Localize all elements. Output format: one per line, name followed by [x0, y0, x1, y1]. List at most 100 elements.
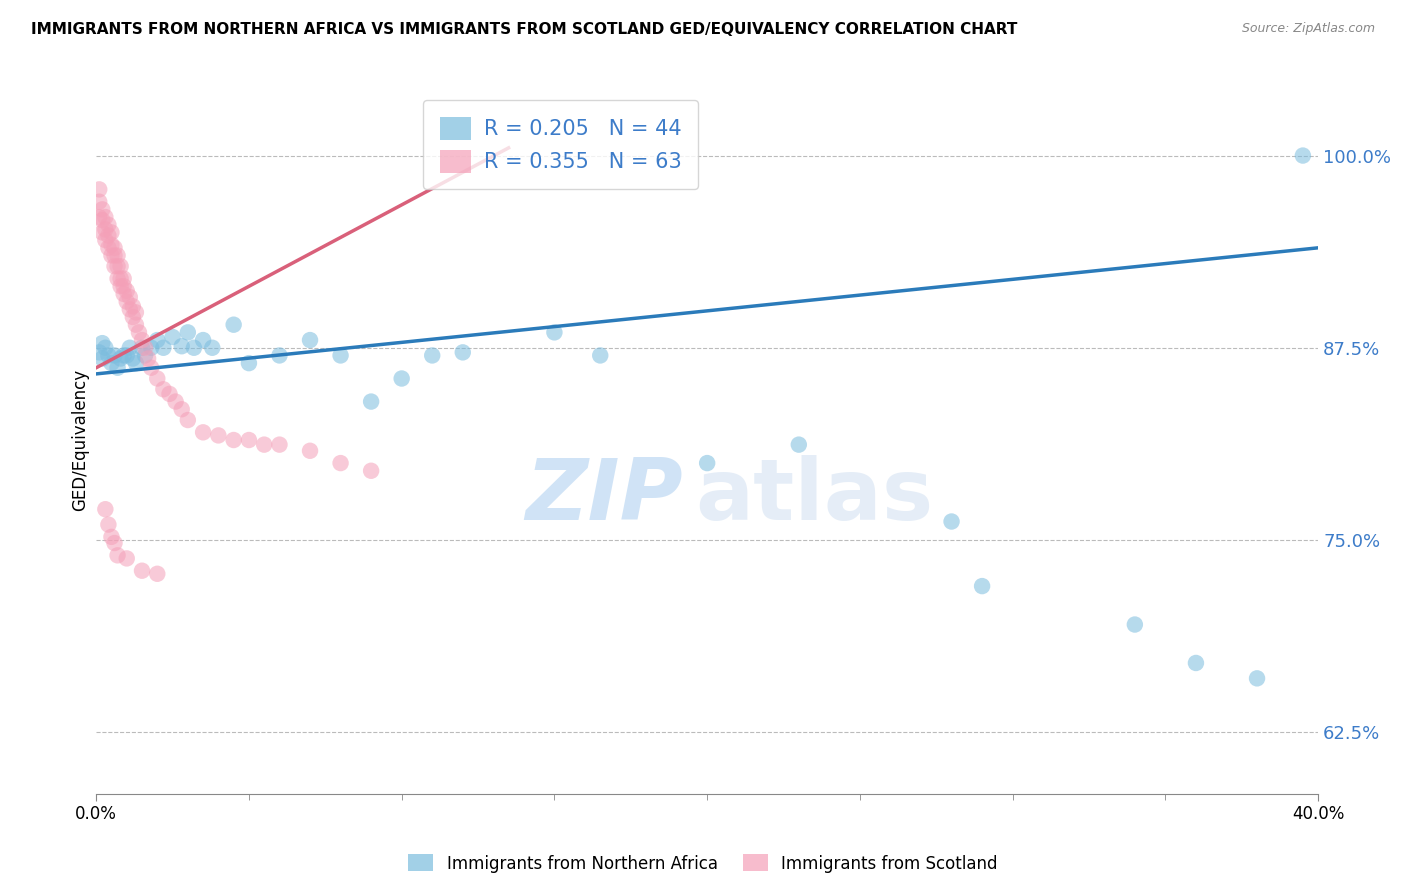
Point: [162, 330, 184, 344]
Legend: R = 0.205   N = 44, R = 0.355   N = 63: R = 0.205 N = 44, R = 0.355 N = 63: [423, 100, 697, 189]
Point: [134, 348, 156, 362]
Point: [112, 348, 135, 362]
Point: [103, 241, 125, 255]
Point: [222, 433, 245, 447]
Point: [329, 456, 352, 470]
Point: [207, 428, 229, 442]
Point: [110, 351, 132, 366]
Point: [89, 194, 111, 209]
Point: [125, 305, 148, 319]
Point: [183, 341, 205, 355]
Point: [941, 515, 963, 529]
Point: [121, 299, 143, 313]
Point: [269, 348, 291, 362]
Legend: Immigrants from Northern Africa, Immigrants from Scotland: Immigrants from Northern Africa, Immigra…: [402, 847, 1004, 880]
Point: [238, 356, 260, 370]
Point: [191, 425, 214, 440]
Point: [112, 279, 135, 293]
Point: [134, 341, 156, 355]
Point: [543, 326, 565, 340]
Text: atlas: atlas: [695, 455, 934, 538]
Y-axis label: GED/Equivalency: GED/Equivalency: [72, 369, 89, 511]
Point: [94, 210, 117, 224]
Point: [451, 345, 474, 359]
Point: [972, 579, 994, 593]
Point: [110, 271, 132, 285]
Point: [1123, 617, 1146, 632]
Point: [589, 348, 612, 362]
Point: [159, 387, 181, 401]
Point: [121, 351, 143, 366]
Point: [146, 566, 169, 581]
Point: [360, 394, 382, 409]
Point: [97, 228, 120, 243]
Point: [94, 341, 117, 355]
Point: [1292, 148, 1315, 162]
Point: [141, 341, 163, 355]
Point: [1246, 671, 1268, 685]
Point: [146, 333, 169, 347]
Point: [165, 394, 187, 409]
Point: [131, 333, 153, 347]
Point: [107, 260, 129, 274]
Point: [115, 348, 138, 362]
Point: [125, 356, 148, 370]
Point: [146, 371, 169, 385]
Point: [152, 341, 174, 355]
Point: [177, 326, 200, 340]
Point: [115, 294, 138, 309]
Point: [112, 287, 135, 301]
Point: [91, 351, 114, 366]
Point: [115, 284, 138, 298]
Point: [97, 241, 120, 255]
Point: [100, 237, 122, 252]
Text: ZIP: ZIP: [524, 455, 683, 538]
Point: [269, 437, 291, 451]
Point: [118, 302, 141, 317]
Point: [177, 413, 200, 427]
Point: [152, 382, 174, 396]
Point: [97, 348, 120, 362]
Point: [391, 371, 413, 385]
Point: [110, 260, 132, 274]
Point: [94, 222, 117, 236]
Point: [107, 549, 129, 563]
Point: [97, 218, 120, 232]
Point: [103, 348, 125, 362]
Point: [170, 402, 193, 417]
Point: [115, 551, 138, 566]
Point: [91, 336, 114, 351]
Point: [125, 318, 148, 332]
Point: [238, 433, 260, 447]
Point: [136, 351, 159, 366]
Point: [131, 564, 153, 578]
Point: [97, 517, 120, 532]
Point: [100, 226, 122, 240]
Point: [103, 260, 125, 274]
Point: [201, 341, 224, 355]
Point: [299, 443, 322, 458]
Point: [787, 437, 810, 451]
Point: [100, 530, 122, 544]
Point: [112, 271, 135, 285]
Point: [191, 333, 214, 347]
Point: [299, 333, 322, 347]
Text: Source: ZipAtlas.com: Source: ZipAtlas.com: [1241, 22, 1375, 36]
Point: [89, 210, 111, 224]
Point: [103, 248, 125, 262]
Point: [360, 464, 382, 478]
Point: [100, 356, 122, 370]
Point: [107, 271, 129, 285]
Point: [128, 326, 150, 340]
Point: [222, 318, 245, 332]
Point: [100, 248, 122, 262]
Point: [118, 341, 141, 355]
Point: [121, 310, 143, 324]
Point: [91, 202, 114, 217]
Point: [94, 502, 117, 516]
Point: [103, 536, 125, 550]
Point: [696, 456, 718, 470]
Point: [118, 290, 141, 304]
Point: [329, 348, 352, 362]
Point: [91, 213, 114, 227]
